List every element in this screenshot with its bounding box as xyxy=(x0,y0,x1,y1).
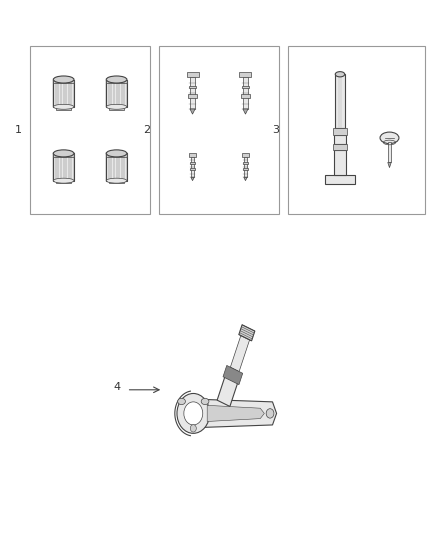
Polygon shape xyxy=(388,163,391,168)
Bar xyxy=(191,157,194,177)
Bar xyxy=(30,46,150,214)
Bar xyxy=(388,142,391,163)
Bar xyxy=(190,162,195,164)
Ellipse shape xyxy=(178,398,185,405)
Polygon shape xyxy=(190,109,195,114)
Bar xyxy=(242,86,249,88)
Bar xyxy=(335,74,345,128)
Bar xyxy=(190,168,195,171)
Polygon shape xyxy=(191,177,194,181)
Polygon shape xyxy=(217,372,239,407)
Circle shape xyxy=(184,402,203,425)
Ellipse shape xyxy=(53,76,74,83)
Ellipse shape xyxy=(106,150,127,157)
Text: 3: 3 xyxy=(272,125,279,135)
Ellipse shape xyxy=(53,178,74,183)
Bar xyxy=(243,168,248,171)
Bar xyxy=(332,144,347,150)
Bar xyxy=(110,181,124,183)
Polygon shape xyxy=(191,399,276,428)
Bar xyxy=(53,79,74,107)
Bar xyxy=(334,135,346,144)
Bar xyxy=(325,175,355,184)
Bar xyxy=(53,79,74,83)
Bar xyxy=(189,86,196,88)
Bar xyxy=(243,162,248,164)
Bar xyxy=(159,46,279,214)
Bar xyxy=(240,72,251,77)
Ellipse shape xyxy=(106,76,127,83)
Bar xyxy=(242,154,249,157)
Bar xyxy=(106,79,127,107)
Circle shape xyxy=(190,425,196,432)
Bar xyxy=(241,94,250,98)
Ellipse shape xyxy=(266,409,274,418)
Bar xyxy=(53,154,74,181)
Polygon shape xyxy=(230,336,250,372)
Bar xyxy=(57,107,71,109)
Polygon shape xyxy=(243,109,248,114)
Bar xyxy=(53,154,74,157)
Ellipse shape xyxy=(106,104,127,109)
Bar xyxy=(110,107,124,109)
Polygon shape xyxy=(239,325,255,341)
Bar xyxy=(244,77,247,109)
Bar xyxy=(338,74,342,128)
Text: 2: 2 xyxy=(143,125,150,135)
Polygon shape xyxy=(207,405,264,422)
Ellipse shape xyxy=(106,178,127,183)
Ellipse shape xyxy=(335,71,345,77)
Text: 1: 1 xyxy=(14,125,21,135)
Bar xyxy=(191,77,194,109)
Text: 4: 4 xyxy=(113,382,120,392)
Bar xyxy=(106,154,127,157)
Polygon shape xyxy=(244,177,247,181)
Bar xyxy=(189,154,196,157)
Ellipse shape xyxy=(53,150,74,157)
Circle shape xyxy=(177,393,210,433)
Bar xyxy=(106,79,127,83)
Polygon shape xyxy=(223,366,243,385)
Bar xyxy=(106,154,127,181)
Bar xyxy=(244,157,247,177)
Bar xyxy=(334,150,346,175)
Ellipse shape xyxy=(53,104,74,109)
Bar xyxy=(332,128,347,135)
Bar xyxy=(187,72,198,77)
Bar xyxy=(288,46,425,214)
Bar xyxy=(57,181,71,183)
Ellipse shape xyxy=(201,398,209,405)
Bar xyxy=(188,94,197,98)
Ellipse shape xyxy=(380,132,399,143)
